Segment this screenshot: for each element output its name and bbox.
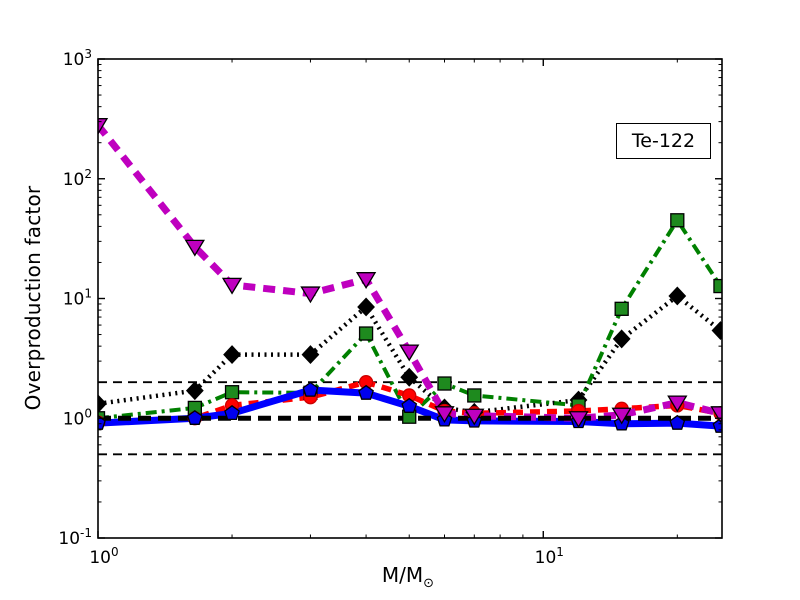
x-axis-label: M/M⊙ bbox=[382, 563, 434, 591]
sun-symbol: ⊙ bbox=[423, 576, 435, 591]
y-tick-label: 102 bbox=[63, 167, 92, 190]
data-layer bbox=[97, 118, 723, 456]
marker-pentagon-blue-solid-pentagon bbox=[224, 404, 240, 421]
marker-triangle-down-magenta-dashed-triangle bbox=[568, 411, 589, 429]
marker-pentagon-blue-solid-pentagon bbox=[186, 410, 203, 425]
y-axis-label: Overproduction factor bbox=[21, 185, 45, 411]
isotope-annotation-label: Te-122 bbox=[631, 130, 696, 152]
marker-triangle-down-magenta-dashed-triangle bbox=[184, 239, 205, 257]
series-line-green-dashdot-square bbox=[97, 218, 723, 421]
marker-diamond-black-dotted-diamond bbox=[668, 286, 687, 306]
marker-triangle-down-magenta-dashed-triangle bbox=[221, 277, 243, 295]
marker-square-green-dashdot-square bbox=[224, 385, 240, 400]
marker-diamond-black-dotted-diamond bbox=[400, 367, 419, 387]
marker-diamond-black-dotted-diamond bbox=[301, 345, 320, 365]
series-line-magenta-dashed-triangle bbox=[97, 123, 722, 422]
y-tick-label: 101 bbox=[63, 287, 92, 310]
y-tick-label: 100 bbox=[63, 406, 92, 429]
marker-triangle-down-magenta-dashed-triangle bbox=[434, 406, 455, 424]
marker-square-green-dashdot-square bbox=[358, 326, 374, 341]
x-tick-label: 100 bbox=[89, 545, 118, 568]
marker-pentagon-blue-solid-pentagon bbox=[358, 384, 374, 400]
marker-diamond-black-dotted-diamond bbox=[357, 297, 375, 317]
marker-triangle-down-magenta-dashed-triangle bbox=[667, 395, 688, 413]
y-tick-label: 10-1 bbox=[58, 526, 92, 549]
marker-diamond-black-dotted-diamond bbox=[223, 345, 241, 365]
marker-pentagon-blue-solid-pentagon bbox=[302, 381, 319, 397]
marker-triangle-down-magenta-dashed-triangle bbox=[464, 408, 485, 426]
marker-triangle-down-magenta-dashed-triangle bbox=[355, 272, 377, 289]
marker-diamond-black-dotted-diamond bbox=[185, 381, 204, 401]
y-tick-label: 103 bbox=[63, 47, 92, 70]
marker-square-green-dashdot-square bbox=[437, 376, 452, 391]
marker-square-green-dashdot-square bbox=[713, 278, 723, 294]
x-tick-label: 101 bbox=[535, 545, 564, 568]
marker-triangle-down-magenta-dashed-triangle bbox=[399, 344, 420, 362]
marker-square-green-dashdot-square bbox=[467, 388, 482, 403]
marker-square-green-dashdot-square bbox=[670, 213, 685, 228]
marker-diamond-black-dotted-diamond bbox=[612, 329, 631, 349]
isotope-annotation-box: Te-122 bbox=[616, 123, 711, 159]
marker-square-green-dashdot-square bbox=[614, 301, 629, 316]
marker-triangle-down-magenta-dashed-triangle bbox=[300, 286, 321, 304]
marker-pentagon-blue-solid-pentagon bbox=[669, 414, 686, 430]
marker-pentagon-blue-solid-pentagon bbox=[401, 397, 418, 413]
marker-triangle-down-magenta-dashed-triangle bbox=[611, 407, 632, 425]
x-axis-label-main: M/M bbox=[381, 563, 424, 587]
